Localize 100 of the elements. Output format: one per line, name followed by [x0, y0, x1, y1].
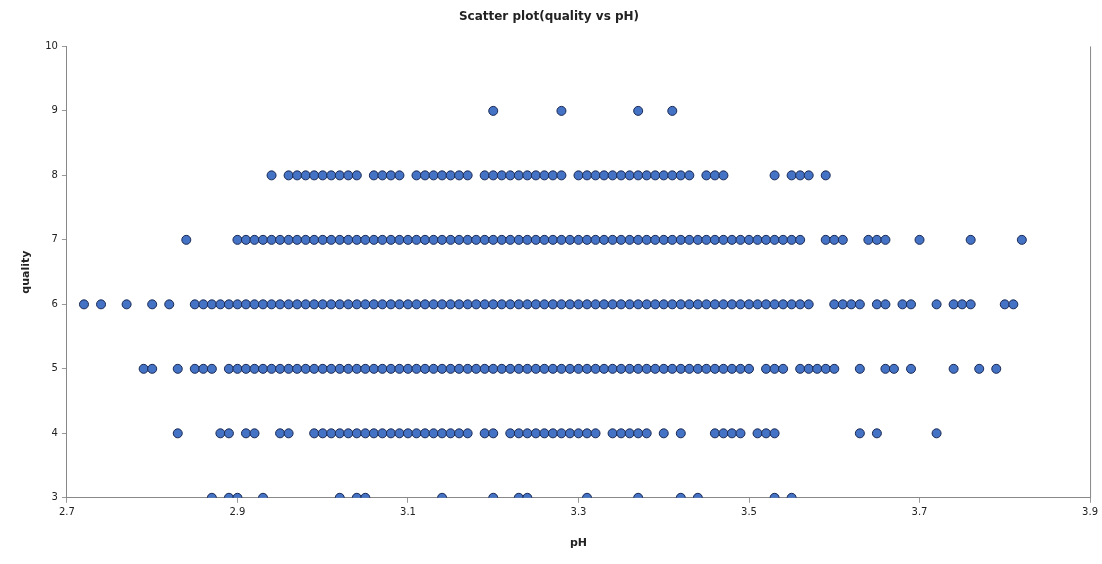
point — [351, 428, 362, 439]
y-tick-label: 7 — [51, 233, 58, 245]
y-tick-label: 6 — [51, 297, 58, 309]
y-tick-label: 4 — [51, 426, 58, 438]
point — [334, 170, 345, 181]
point — [488, 105, 499, 116]
point — [769, 428, 780, 439]
x-tick-label: 3.9 — [1082, 506, 1098, 518]
point — [786, 170, 797, 181]
point — [616, 170, 627, 181]
x-tick-label: 3.1 — [400, 506, 416, 518]
point — [513, 428, 524, 439]
point — [445, 170, 456, 181]
point — [735, 428, 746, 439]
x-tick-label: 2.9 — [229, 506, 246, 518]
point — [249, 428, 260, 439]
point — [547, 428, 558, 439]
point — [701, 170, 712, 181]
point — [556, 105, 567, 116]
point — [641, 428, 652, 439]
point — [547, 170, 558, 181]
point — [343, 170, 354, 181]
x-tick-label: 3.3 — [570, 506, 587, 518]
point — [454, 428, 465, 439]
point — [667, 170, 678, 181]
point — [462, 170, 473, 181]
point — [624, 170, 635, 181]
point — [726, 428, 737, 439]
point — [590, 170, 601, 181]
point — [556, 170, 567, 181]
point — [752, 428, 763, 439]
point — [377, 170, 388, 181]
point — [428, 170, 439, 181]
point — [854, 428, 865, 439]
point — [820, 170, 831, 181]
point — [420, 170, 431, 181]
point — [496, 170, 507, 181]
point — [266, 170, 277, 181]
point — [530, 170, 541, 181]
point — [675, 170, 686, 181]
point — [505, 170, 516, 181]
point — [351, 170, 362, 181]
point — [411, 170, 422, 181]
point — [658, 170, 669, 181]
point — [564, 428, 575, 439]
point — [607, 170, 618, 181]
point — [718, 170, 729, 181]
point — [931, 428, 942, 439]
x-tick-label: 2.7 — [58, 506, 75, 518]
x-tick-label: 3.7 — [911, 506, 928, 518]
point — [556, 428, 567, 439]
y-tick-label: 8 — [51, 168, 58, 180]
point — [590, 428, 601, 439]
point — [658, 428, 669, 439]
point — [505, 428, 516, 439]
point — [641, 170, 652, 181]
point — [718, 428, 729, 439]
point — [650, 170, 661, 181]
point — [769, 170, 780, 181]
point — [309, 170, 320, 181]
point — [462, 428, 473, 439]
point — [283, 428, 294, 439]
point — [582, 170, 593, 181]
y-tick-label: 9 — [51, 104, 58, 116]
point — [479, 428, 490, 439]
point — [530, 428, 541, 439]
point — [223, 428, 234, 439]
point — [300, 170, 311, 181]
point — [394, 170, 405, 181]
y-axis-title: quality — [19, 250, 33, 294]
point — [479, 170, 490, 181]
point — [368, 170, 379, 181]
point — [709, 170, 720, 181]
point — [326, 170, 337, 181]
point — [633, 428, 644, 439]
point — [385, 428, 396, 439]
point — [445, 428, 456, 439]
point — [633, 105, 644, 116]
point — [803, 170, 814, 181]
point — [385, 170, 396, 181]
point — [368, 428, 379, 439]
point — [616, 428, 627, 439]
point — [539, 428, 550, 439]
point — [292, 170, 303, 181]
x-tick-label: 3.5 — [741, 506, 757, 518]
point — [326, 428, 337, 439]
point — [437, 428, 448, 439]
point — [582, 428, 593, 439]
point — [437, 170, 448, 181]
point — [522, 170, 533, 181]
point — [402, 428, 413, 439]
point — [275, 428, 286, 439]
point — [513, 170, 524, 181]
point — [607, 428, 618, 439]
chart-title: Scatter plot(quality vs pH) — [458, 9, 640, 24]
point — [573, 170, 584, 181]
x-axis-title: pH — [569, 536, 588, 550]
point — [675, 428, 686, 439]
point — [172, 428, 183, 439]
point — [309, 428, 320, 439]
